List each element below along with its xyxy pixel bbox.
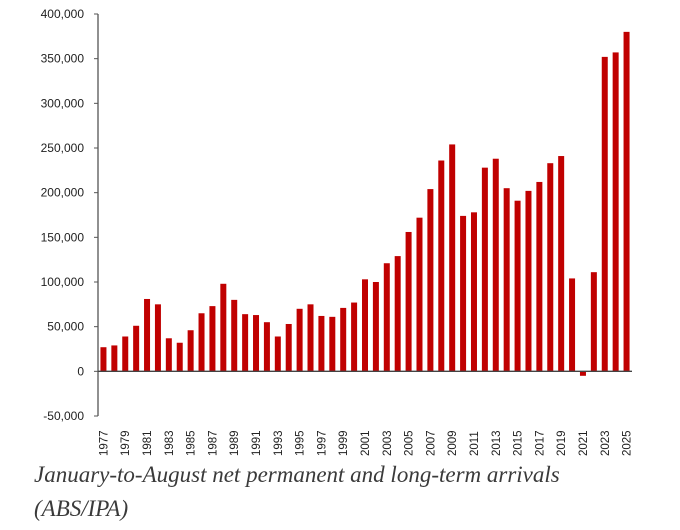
bar-1998 bbox=[329, 316, 336, 372]
y-tick-label: 150,000 bbox=[41, 230, 85, 244]
bar-1989 bbox=[231, 299, 238, 372]
y-tick-label: 300,000 bbox=[41, 96, 85, 110]
x-tick-label: 1977 bbox=[98, 430, 110, 456]
x-tick-label: 2005 bbox=[404, 430, 416, 456]
bar-1985 bbox=[187, 330, 194, 372]
chart-caption: January-to-August net permanent and long… bbox=[34, 462, 560, 521]
y-tick-label: -50,000 bbox=[43, 409, 84, 423]
bar-1983 bbox=[165, 338, 172, 372]
bar-2011 bbox=[470, 212, 477, 372]
bar-1979 bbox=[122, 336, 129, 372]
x-tick-label: 2003 bbox=[382, 430, 394, 456]
y-tick-label: 250,000 bbox=[41, 141, 85, 155]
bar-2001 bbox=[362, 279, 368, 372]
bar-chart: -50,000 0 50,000 100,000 150,000 200,000 250,0… bbox=[41, 7, 634, 456]
bar-2002 bbox=[372, 282, 379, 372]
bar-2005 bbox=[405, 231, 412, 372]
bar-1992 bbox=[263, 322, 270, 372]
y-tick-label: 400,000 bbox=[41, 7, 85, 21]
bar-2004 bbox=[394, 256, 401, 372]
x-tick-label: 2013 bbox=[491, 430, 503, 456]
x-tick-label: 2021 bbox=[578, 430, 590, 456]
bar-2009 bbox=[449, 144, 456, 372]
bar-2012 bbox=[481, 167, 488, 372]
x-tick-label: 2007 bbox=[425, 430, 437, 456]
x-tick-label: 1991 bbox=[251, 430, 263, 456]
y-tick-label: 0 bbox=[77, 364, 84, 378]
bar-1984 bbox=[176, 342, 183, 372]
bar-1991 bbox=[253, 315, 260, 372]
bar-2021 bbox=[579, 371, 586, 376]
bar-2015 bbox=[514, 200, 521, 372]
bar-2017 bbox=[536, 181, 543, 372]
bar-1988 bbox=[220, 283, 227, 372]
x-tick-label: 1979 bbox=[120, 430, 132, 456]
bar-2024 bbox=[612, 52, 619, 372]
bar-2014 bbox=[503, 188, 510, 372]
x-tick-label: 1983 bbox=[164, 430, 176, 456]
x-tick-label: 1993 bbox=[273, 430, 285, 456]
bar-1990 bbox=[242, 314, 249, 372]
x-tick-label: 2009 bbox=[447, 430, 459, 456]
bar-2003 bbox=[383, 263, 390, 372]
x-tick-label: 2015 bbox=[513, 430, 525, 456]
bar-1994 bbox=[285, 323, 292, 372]
x-tick-label: 2017 bbox=[534, 430, 546, 456]
x-tick-label: 2019 bbox=[556, 430, 568, 456]
y-tick-label: 50,000 bbox=[47, 320, 84, 334]
bar-2007 bbox=[427, 189, 434, 372]
bar-2006 bbox=[416, 217, 423, 372]
bar-2018 bbox=[547, 163, 554, 372]
x-tick-label: 1999 bbox=[338, 430, 350, 456]
x-tick-label: 2025 bbox=[622, 430, 634, 456]
y-tick-label: 100,000 bbox=[41, 275, 85, 289]
bar-1982 bbox=[154, 304, 161, 372]
bar-2000 bbox=[351, 302, 358, 372]
bar-2016 bbox=[525, 190, 532, 372]
x-tick-label: 2023 bbox=[600, 430, 612, 456]
x-tick-label: 1987 bbox=[207, 430, 219, 456]
bar-2023 bbox=[601, 56, 608, 372]
bar-2025 bbox=[623, 31, 630, 372]
x-tick-label: 1997 bbox=[316, 430, 328, 456]
bar-2019 bbox=[558, 156, 565, 372]
bar-2020 bbox=[569, 278, 576, 372]
bar-1993 bbox=[274, 336, 281, 372]
bar-2022 bbox=[590, 272, 597, 372]
x-tick-label: 2011 bbox=[469, 431, 481, 456]
x-tick-label: 2001 bbox=[360, 430, 372, 456]
bar-1978 bbox=[111, 345, 118, 372]
bar-1995 bbox=[296, 308, 303, 372]
x-tick-label: 1995 bbox=[295, 430, 307, 456]
y-tick-label: 200,000 bbox=[41, 186, 85, 200]
bar-2010 bbox=[460, 215, 467, 372]
bar-1996 bbox=[307, 304, 314, 372]
x-tick-label: 1985 bbox=[186, 430, 198, 456]
bar-1981 bbox=[144, 298, 151, 372]
x-tick-label: 1981 bbox=[142, 430, 154, 456]
bar-1987 bbox=[209, 306, 216, 372]
bar-1999 bbox=[340, 307, 347, 372]
bar-1986 bbox=[198, 313, 205, 372]
bar-2008 bbox=[438, 160, 445, 372]
bar-1977 bbox=[100, 347, 107, 372]
x-tick-label: 1989 bbox=[229, 430, 241, 456]
y-tick-label: 350,000 bbox=[41, 52, 85, 66]
bar-2013 bbox=[492, 158, 499, 372]
bar-1980 bbox=[133, 325, 140, 372]
bar-1997 bbox=[318, 315, 325, 372]
